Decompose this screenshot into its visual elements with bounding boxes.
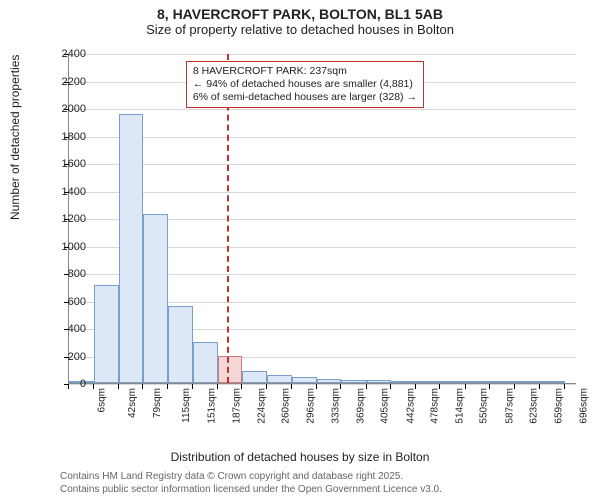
x-tick-label: 659sqm	[553, 388, 564, 424]
y-tick-label: 2200	[36, 76, 86, 88]
histogram-bar	[440, 381, 465, 383]
x-tick-label: 115sqm	[181, 388, 192, 423]
y-tick-label: 2400	[36, 48, 86, 60]
annotation-line: 8 HAVERCROFT PARK: 237sqm	[193, 65, 417, 78]
grid-line	[69, 137, 576, 138]
histogram-bar	[119, 114, 144, 384]
histogram-bar	[490, 381, 515, 383]
histogram-bar	[267, 375, 292, 383]
x-tick-label: 333sqm	[331, 388, 342, 424]
x-tick-label: 151sqm	[207, 388, 218, 424]
attribution-line1: Contains HM Land Registry data © Crown c…	[60, 470, 442, 483]
x-tick-label: 6sqm	[96, 388, 107, 412]
x-tick-label: 587sqm	[504, 388, 515, 424]
histogram-bar	[94, 285, 119, 383]
chart-title: 8, HAVERCROFT PARK, BOLTON, BL1 5AB	[0, 0, 600, 22]
x-tick-label: 224sqm	[256, 388, 267, 424]
y-tick-label: 1600	[36, 158, 86, 170]
y-tick-label: 1000	[36, 241, 86, 253]
x-tick-label: 260sqm	[281, 388, 292, 424]
histogram-bar	[168, 306, 193, 383]
annotation-line: 6% of semi-detached houses are larger (3…	[193, 91, 417, 104]
histogram-bar	[317, 379, 342, 383]
chart-plot-area: 8 HAVERCROFT PARK: 237sqm← 94% of detach…	[68, 54, 576, 384]
x-tick-label: 550sqm	[479, 388, 490, 424]
x-tick-label: 514sqm	[454, 388, 465, 424]
y-tick-label: 0	[36, 378, 86, 390]
chart-subtitle: Size of property relative to detached ho…	[0, 22, 600, 41]
histogram-bar	[143, 214, 168, 383]
x-tick-label: 442sqm	[405, 388, 416, 424]
grid-line	[69, 192, 576, 193]
y-tick-label: 200	[36, 351, 86, 363]
histogram-bar	[341, 380, 366, 383]
grid-line	[69, 164, 576, 165]
histogram-bar	[540, 381, 565, 383]
histogram-bar	[416, 381, 441, 383]
histogram-bar	[466, 381, 491, 383]
x-tick-label: 79sqm	[152, 388, 163, 418]
x-tick-label: 696sqm	[579, 388, 590, 424]
annotation-box: 8 HAVERCROFT PARK: 237sqm← 94% of detach…	[186, 61, 424, 108]
x-tick-label: 369sqm	[355, 388, 366, 424]
y-tick-label: 1400	[36, 186, 86, 198]
y-tick-label: 2000	[36, 103, 86, 115]
grid-line	[69, 109, 576, 110]
x-tick-label: 478sqm	[430, 388, 441, 424]
y-tick-label: 1200	[36, 213, 86, 225]
x-axis-label: Distribution of detached houses by size …	[0, 450, 600, 464]
grid-line	[69, 54, 576, 55]
annotation-line: ← 94% of detached houses are smaller (4,…	[193, 78, 417, 91]
x-tick-label: 405sqm	[380, 388, 391, 424]
attribution-text: Contains HM Land Registry data © Crown c…	[60, 470, 442, 496]
x-tick-label: 42sqm	[127, 388, 138, 418]
grid-line	[69, 384, 576, 385]
histogram-bar	[193, 342, 218, 383]
attribution-line2: Contains public sector information licen…	[60, 483, 442, 496]
x-tick-label: 187sqm	[231, 388, 242, 424]
y-tick-label: 600	[36, 296, 86, 308]
y-tick-label: 400	[36, 323, 86, 335]
histogram-bar	[391, 381, 416, 383]
x-tick-label: 623sqm	[529, 388, 540, 424]
histogram-bar	[292, 377, 317, 383]
histogram-bar	[242, 371, 267, 383]
y-tick-label: 800	[36, 268, 86, 280]
y-axis-label: Number of detached properties	[8, 55, 22, 220]
histogram-bar	[367, 380, 392, 383]
histogram-bar	[218, 356, 243, 384]
x-tick-label: 296sqm	[306, 388, 317, 424]
histogram-bar	[515, 381, 540, 383]
y-tick-label: 1800	[36, 131, 86, 143]
